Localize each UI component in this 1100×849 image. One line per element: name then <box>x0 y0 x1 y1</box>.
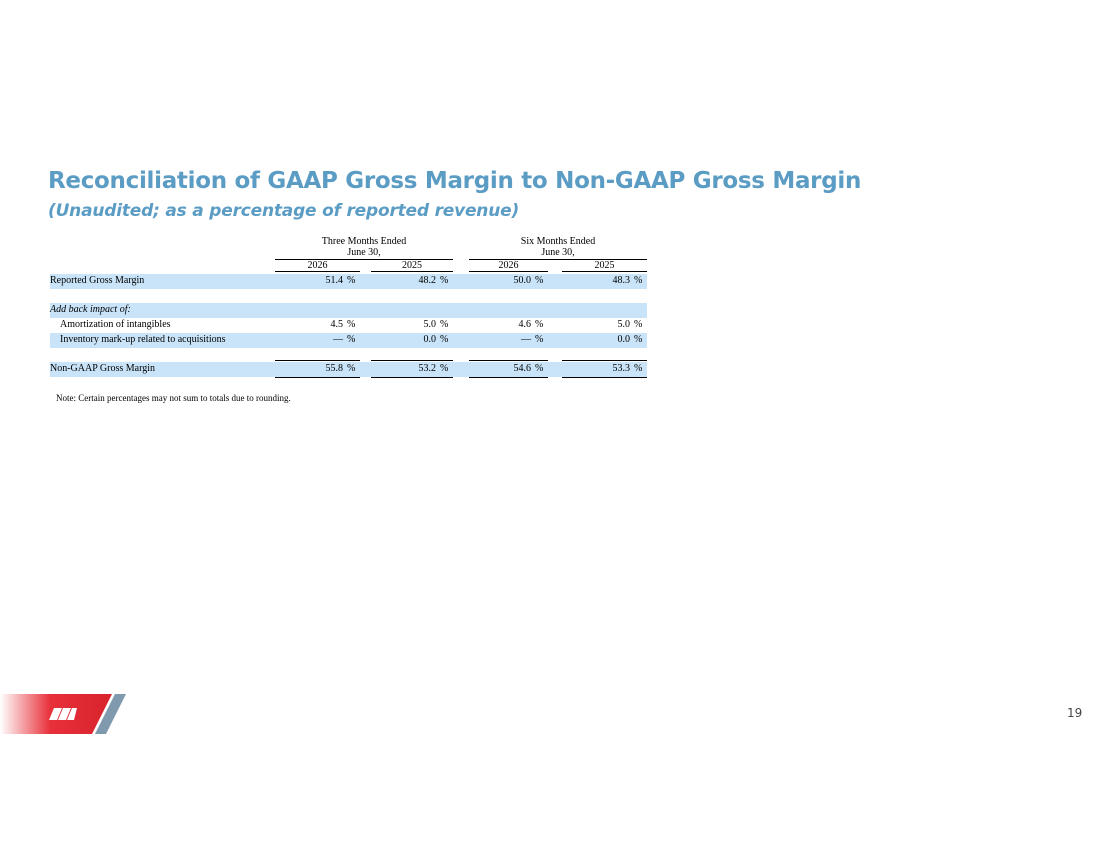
rule <box>275 360 360 361</box>
cell-value: 4.6 <box>518 319 532 330</box>
rule <box>469 377 548 378</box>
cell-value: 54.6 <box>513 363 532 374</box>
row-label: Non-GAAP Gross Margin <box>50 363 155 374</box>
rule <box>371 360 453 361</box>
rule <box>371 377 453 378</box>
row-label: Reported Gross Margin <box>50 275 145 286</box>
cell-value: — <box>333 334 343 345</box>
cell-unit: % <box>347 275 356 286</box>
logo-band <box>0 694 126 734</box>
cell-value: 48.2 <box>418 275 437 286</box>
cell-unit: % <box>634 334 643 345</box>
rule <box>469 259 647 260</box>
rule <box>275 259 453 260</box>
cell-unit: % <box>535 275 544 286</box>
cell-value: 48.3 <box>612 275 631 286</box>
year: 2026 <box>498 260 519 271</box>
cell-unit: % <box>347 363 356 374</box>
cell-unit: % <box>440 319 449 330</box>
page-number: 19 <box>1067 706 1083 720</box>
cell-value: 50.0 <box>513 275 532 286</box>
note: Note: Certain percentages may not sum to… <box>56 393 291 403</box>
row-bg <box>50 274 647 289</box>
cell-value: 53.3 <box>612 363 631 374</box>
row-label: Inventory mark-up related to acquisition… <box>60 334 226 345</box>
cell-value: 53.2 <box>418 363 437 374</box>
cell-value: 51.4 <box>325 275 344 286</box>
cell-value: 5.0 <box>617 319 631 330</box>
rule <box>371 271 453 272</box>
rule <box>562 271 647 272</box>
cell-unit: % <box>347 334 356 345</box>
cell-unit: % <box>440 275 449 286</box>
cell-value: — <box>521 334 531 345</box>
cell-unit: % <box>634 319 643 330</box>
cell-unit: % <box>440 363 449 374</box>
rule <box>275 271 360 272</box>
row-bg <box>50 303 647 318</box>
cell-unit: % <box>347 319 356 330</box>
group-label: Six Months Ended <box>520 236 596 247</box>
rule <box>469 271 548 272</box>
cell-value: 5.0 <box>423 319 437 330</box>
row-bg <box>50 333 647 348</box>
group-sublabel: June 30, <box>347 247 381 258</box>
cell-unit: % <box>535 363 544 374</box>
rule <box>275 377 360 378</box>
cell-unit: % <box>535 319 544 330</box>
cell-unit: % <box>535 334 544 345</box>
year: 2025 <box>594 260 615 271</box>
cell-value: 55.8 <box>325 363 344 374</box>
cell-value: 0.0 <box>617 334 631 345</box>
cell-unit: % <box>634 363 643 374</box>
row-label: Add back impact of: <box>50 304 131 315</box>
rule <box>562 377 647 378</box>
cell-value: 0.0 <box>423 334 437 345</box>
title: Reconciliation of GAAP Gross Margin to N… <box>48 168 862 194</box>
year: 2026 <box>307 260 328 271</box>
rule <box>562 360 647 361</box>
row-bg <box>50 362 647 377</box>
rule <box>469 360 548 361</box>
cell-value: 4.5 <box>330 319 344 330</box>
cell-unit: % <box>634 275 643 286</box>
group-sublabel: June 30, <box>541 247 575 258</box>
row-label: Amortization of intangibles <box>60 319 171 330</box>
group-label: Three Months Ended <box>321 236 407 247</box>
year: 2025 <box>402 260 422 271</box>
cell-unit: % <box>440 334 449 345</box>
subtitle: (Unaudited; as a percentage of reported … <box>48 201 520 221</box>
